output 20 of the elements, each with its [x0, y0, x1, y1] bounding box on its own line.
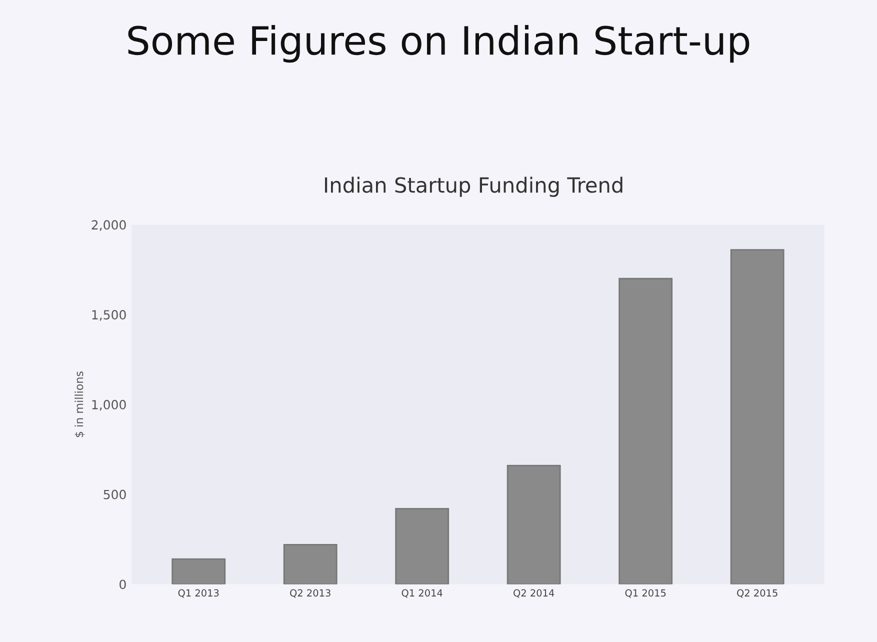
- x-tick-label: Q2 2015: [737, 589, 778, 598]
- y-tick-label: 2,000: [92, 220, 126, 231]
- bar: [618, 278, 673, 584]
- bar: [395, 508, 450, 584]
- y-tick-label: 0: [120, 580, 126, 590]
- x-tick-label: Q2 2014: [514, 589, 554, 598]
- y-tick-label: 500: [104, 490, 126, 500]
- bar: [283, 544, 338, 584]
- x-tick-label: Q1 2015: [625, 589, 666, 598]
- chart-title: Some Figures on Indian Start-up: [128, 25, 750, 63]
- y-tick-label: 1,000: [92, 400, 126, 411]
- bar: [506, 464, 561, 584]
- x-tick-label: Q2 2013: [290, 589, 330, 598]
- chart-subtitle: Indian Startup Funding Trend: [325, 176, 622, 197]
- y-tick-label: 1,500: [92, 310, 126, 321]
- x-tick-label: Q1 2013: [178, 589, 219, 598]
- bar: [172, 558, 226, 584]
- bar: [730, 249, 784, 584]
- y-axis-title: $ in millions: [74, 371, 85, 438]
- x-tick-label: Q1 2014: [402, 589, 442, 598]
